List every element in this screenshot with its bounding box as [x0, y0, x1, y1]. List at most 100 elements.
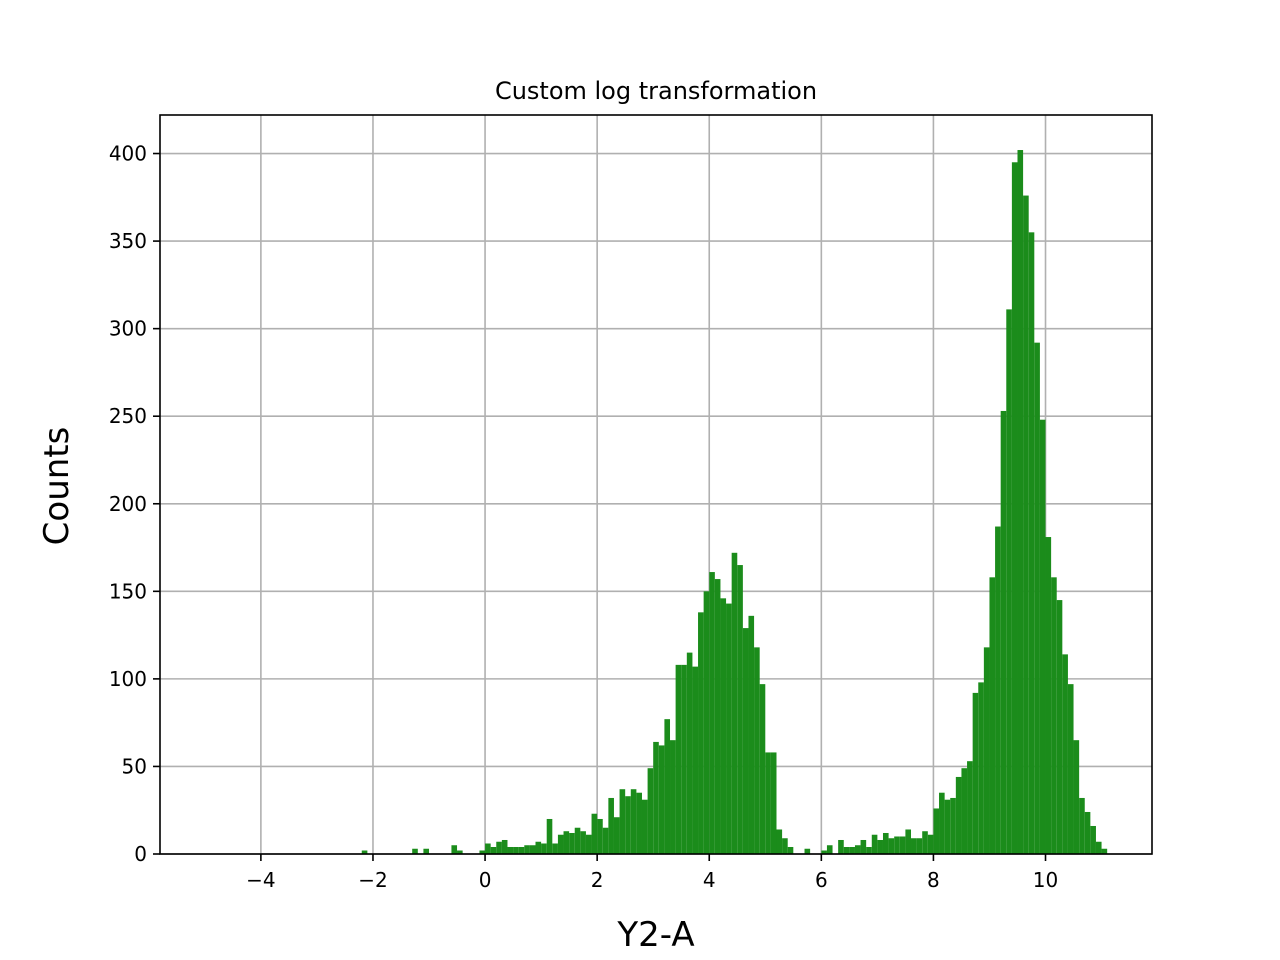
histogram-bar	[916, 838, 923, 854]
histogram-bar	[496, 841, 502, 854]
histogram-bar	[843, 846, 850, 854]
histogram-bar	[625, 796, 631, 854]
x-tick-label: 6	[815, 868, 828, 892]
histogram-bar	[619, 789, 626, 854]
x-tick-label: 2	[591, 868, 604, 892]
histogram-bar	[630, 789, 637, 854]
histogram-bar	[675, 664, 682, 854]
histogram-bar	[922, 831, 928, 854]
histogram-bar	[944, 799, 951, 854]
histogram-bar	[754, 647, 760, 854]
histogram-bar	[479, 850, 486, 854]
y-axis-label: Counts	[37, 427, 77, 546]
y-tick-label: 350	[109, 229, 147, 253]
histogram-bar	[1028, 232, 1035, 855]
histogram-bar	[569, 832, 575, 854]
histogram-bar	[967, 761, 973, 854]
histogram-bar	[513, 846, 519, 854]
histogram-bar	[1000, 410, 1007, 854]
histogram-bar	[759, 684, 766, 854]
histogram-bar	[983, 647, 990, 854]
histogram-bar	[1062, 654, 1068, 854]
histogram-bar	[1034, 342, 1040, 854]
histogram-bar	[552, 843, 558, 854]
histogram-bar	[664, 719, 671, 854]
y-tick-label: 400	[109, 142, 147, 166]
histogram-bar	[871, 834, 878, 854]
x-axis-label: Y2-A	[616, 915, 694, 955]
histogram-bar	[563, 831, 570, 854]
histogram-bar	[1039, 419, 1046, 854]
histogram-bar	[1011, 162, 1018, 855]
y-tick-label: 150	[109, 579, 147, 603]
histogram-bar	[894, 836, 900, 854]
x-tick-label: 4	[703, 868, 716, 892]
x-tick-label: 10	[1033, 868, 1058, 892]
histogram-bar	[647, 768, 654, 854]
x-tick-label: 8	[927, 868, 940, 892]
histogram-bar	[731, 552, 738, 854]
histogram-bar	[866, 846, 872, 854]
histogram-bar	[585, 834, 592, 854]
histogram-bar	[933, 808, 940, 854]
histogram-bar	[726, 603, 732, 854]
y-tick-label: 100	[109, 667, 147, 691]
histogram-bar	[361, 850, 368, 854]
histogram-bar	[961, 768, 968, 854]
histogram-bar	[927, 834, 934, 854]
histogram-bar	[608, 797, 614, 854]
histogram-bar	[580, 831, 586, 854]
histogram-bar	[882, 832, 889, 854]
histogram-bar	[1073, 740, 1080, 854]
histogram-bar	[670, 740, 676, 854]
histogram-bar	[854, 845, 861, 854]
y-tick-label: 300	[109, 317, 147, 341]
histogram-bar	[591, 813, 598, 854]
histogram-bar	[698, 612, 704, 854]
x-tick-label: −4	[246, 868, 275, 892]
y-tick-label: 0	[134, 842, 147, 866]
histogram-bar	[613, 817, 620, 854]
histogram-bar	[412, 848, 418, 854]
histogram-bar	[703, 591, 710, 854]
histogram-bar	[686, 652, 693, 854]
y-axis-ticks: 0 50 100 150 200 250 300 350 400	[109, 142, 160, 866]
histogram-bar	[989, 577, 996, 854]
histogram-bar	[490, 846, 497, 854]
x-tick-label: 0	[479, 868, 492, 892]
y-tick-label: 50	[122, 754, 147, 778]
histogram-bar	[485, 843, 491, 854]
histogram-bar	[501, 839, 508, 854]
histogram-bar	[535, 841, 542, 854]
histogram-bar	[658, 745, 665, 854]
histogram-bar	[720, 598, 727, 854]
histogram-bar	[1051, 577, 1057, 854]
histogram-bar	[787, 846, 794, 854]
x-axis-ticks: −4 −2 0 2 4 6 8 10	[246, 854, 1058, 892]
histogram-bar	[860, 839, 867, 854]
histogram-bar	[1101, 848, 1108, 854]
histogram-bar	[804, 848, 811, 854]
histogram-bar	[597, 818, 603, 854]
histogram-bar	[541, 843, 547, 854]
x-tick-label: −2	[358, 868, 387, 892]
histogram-bar	[838, 839, 844, 854]
histogram-bar	[765, 752, 771, 854]
histogram-bar	[821, 850, 827, 854]
histogram-bar	[692, 666, 699, 854]
histogram-bar	[748, 615, 755, 854]
histogram-bar	[911, 838, 917, 854]
histogram-bar	[1017, 150, 1024, 855]
chart-title: Custom log transformation	[495, 77, 817, 105]
histogram-bar	[1023, 195, 1029, 854]
histogram-bar	[518, 846, 525, 854]
histogram-bar	[995, 526, 1001, 854]
histogram-bar	[1090, 825, 1096, 854]
histogram-bar	[1056, 600, 1063, 854]
y-tick-label: 200	[109, 492, 147, 516]
histogram-bar	[826, 845, 833, 854]
histogram-bar	[574, 827, 581, 854]
histogram-bar	[451, 845, 458, 854]
histogram-bar	[546, 818, 553, 854]
